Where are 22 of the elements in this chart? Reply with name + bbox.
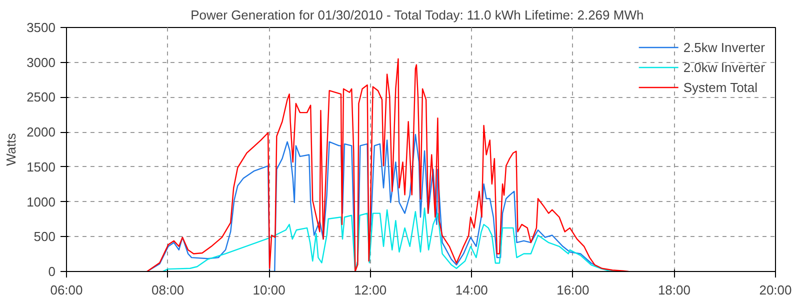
legend-label: 2.0kw Inverter bbox=[683, 60, 765, 74]
x-tick-label: 20:00 bbox=[759, 282, 792, 298]
legend-label: System Total bbox=[683, 80, 758, 94]
y-axis-title: Watts bbox=[4, 132, 19, 166]
x-tick-label: 16:00 bbox=[556, 282, 590, 298]
y-tick-label: 3000 bbox=[26, 54, 56, 70]
y-tick-label: 1000 bbox=[26, 194, 56, 210]
chart-title: Power Generation for 01/30/2010 - Total Today: 11.0 kWh Lifetime: 2.269 MWh bbox=[190, 8, 644, 22]
y-tick-label: 1500 bbox=[26, 159, 56, 174]
x-tick-label: 06:00 bbox=[50, 282, 83, 298]
line-series bbox=[146, 58, 630, 272]
y-tick-label: 500 bbox=[34, 229, 56, 244]
legend-label: 2.5kw Inverter bbox=[683, 40, 765, 54]
y-tick-label: 2000 bbox=[26, 124, 56, 140]
x-tick-label: 14:00 bbox=[455, 282, 488, 298]
x-tick-label: 08:00 bbox=[152, 282, 184, 298]
y-tick-label: 3500 bbox=[26, 20, 56, 35]
x-tick-label: 18:00 bbox=[658, 282, 690, 298]
x-tick-label: 10:00 bbox=[252, 282, 286, 298]
x-tick-label: 12:00 bbox=[354, 282, 387, 298]
y-tick-label: 0 bbox=[48, 264, 56, 279]
y-tick-label: 2500 bbox=[26, 90, 56, 105]
